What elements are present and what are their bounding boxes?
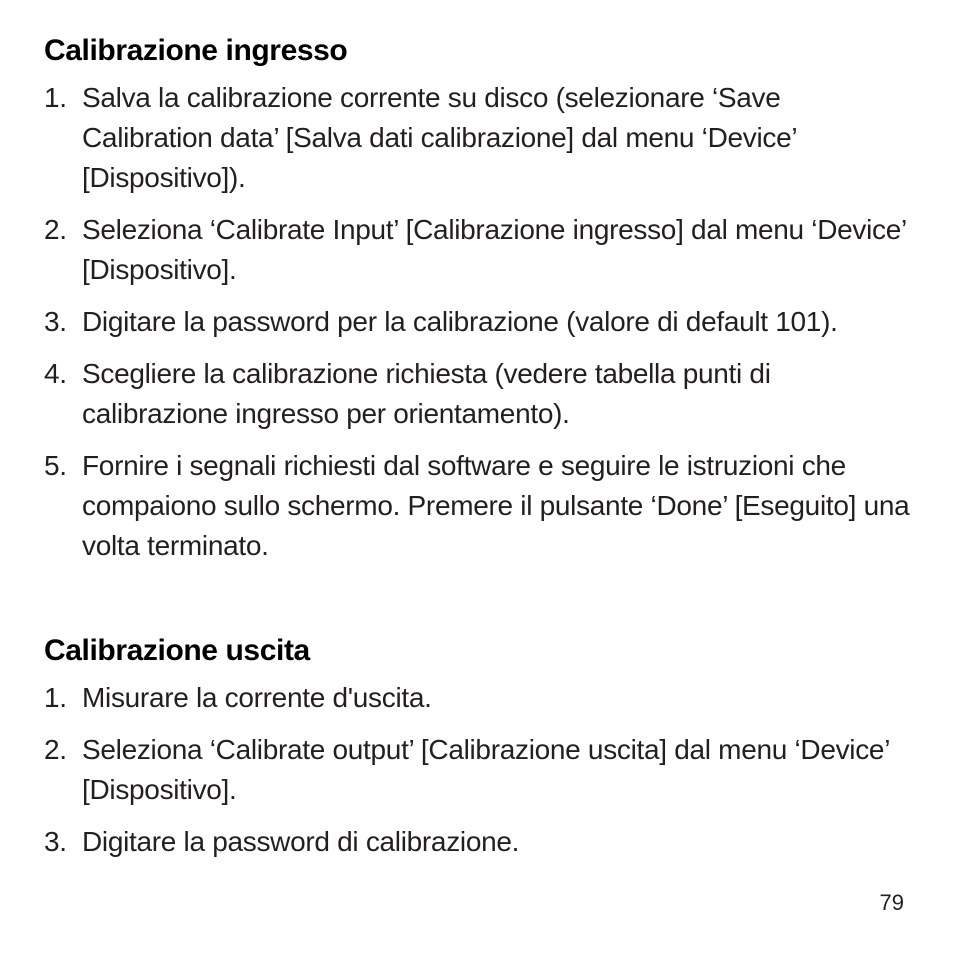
list-item: Digitare la password per la calibrazione… (44, 302, 916, 342)
steps-input-calibration: Salva la calibrazione corrente su disco … (44, 78, 916, 566)
list-item: Misurare la corrente d'uscita. (44, 678, 916, 718)
section-input-calibration: Calibrazione ingresso Salva la calibrazi… (44, 34, 916, 566)
list-item: Fornire i segnali richiesti dal software… (44, 446, 916, 566)
section-output-calibration: Calibrazione uscita Misurare la corrente… (44, 634, 916, 862)
list-item: Salva la calibrazione corrente su disco … (44, 78, 916, 198)
list-item: Digitare la password di calibrazione. (44, 822, 916, 862)
heading-output-calibration: Calibrazione uscita (44, 634, 916, 668)
list-item: Seleziona ‘Calibrate output’ [Calibrazio… (44, 730, 916, 810)
list-item: Seleziona ‘Calibrate Input’ [Calibrazion… (44, 210, 916, 290)
steps-output-calibration: Misurare la corrente d'uscita. Seleziona… (44, 678, 916, 862)
list-item: Scegliere la calibrazione richiesta (ved… (44, 354, 916, 434)
document-page: Calibrazione ingresso Salva la calibrazi… (0, 0, 954, 954)
page-number: 79 (880, 890, 904, 916)
heading-input-calibration: Calibrazione ingresso (44, 34, 916, 68)
